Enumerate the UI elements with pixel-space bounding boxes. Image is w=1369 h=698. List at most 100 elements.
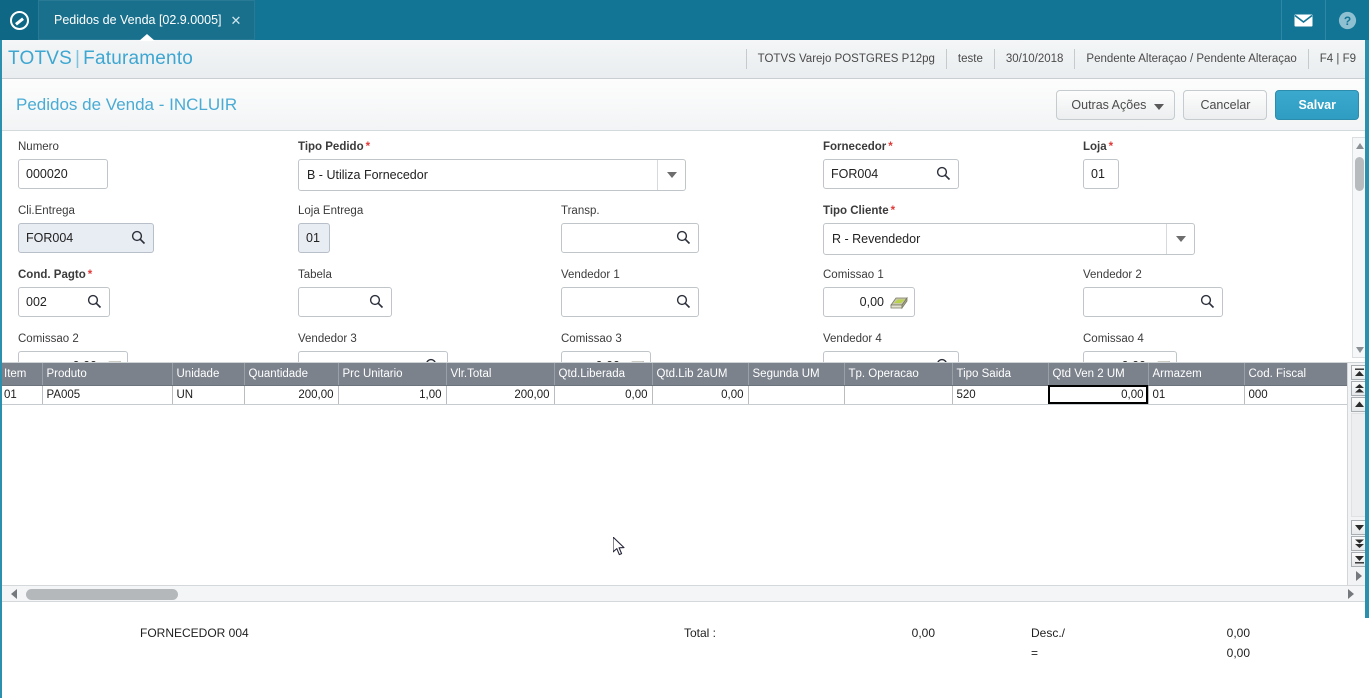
cell-produto[interactable]: PA005 <box>42 385 173 405</box>
calculator-icon[interactable] <box>890 296 908 313</box>
search-icon[interactable] <box>425 358 440 362</box>
cell-prc-unitario[interactable]: 1,00 <box>338 385 447 405</box>
search-icon[interactable] <box>676 230 691 248</box>
column-header-item[interactable]: Item <box>0 363 43 386</box>
column-header-quantidade[interactable]: Quantidade <box>244 363 339 386</box>
field-value: FOR004 <box>26 231 74 245</box>
close-icon[interactable]: ✕ <box>230 12 242 28</box>
column-header-qtd-liberada[interactable]: Qtd.Liberada <box>554 363 653 386</box>
tab-pedidos-de-venda[interactable]: Pedidos de Venda [02.9.0005] ✕ <box>38 0 256 41</box>
grid-last-row-button[interactable] <box>1351 552 1367 567</box>
cell-tp-operacao[interactable] <box>844 385 953 405</box>
column-header-qtd-ven-2-um[interactable]: Qtd Ven 2 UM <box>1048 363 1149 386</box>
cell-qtd-lib-2aum[interactable]: 0,00 <box>652 385 749 405</box>
field-value: R - Revendedor <box>832 232 921 246</box>
cond-pagto-input[interactable]: 002 <box>18 287 110 317</box>
vendedor-1-input[interactable] <box>561 287 699 317</box>
column-header-vlr-total[interactable]: Vlr.Total <box>446 363 555 386</box>
field-value: 01 <box>1091 167 1105 181</box>
window-tab-bar: Pedidos de Venda [02.9.0005] ✕ ? <box>0 0 1369 41</box>
table-row[interactable]: 01 PA005 UN 200,00 1,00 200,00 0,00 0,00… <box>0 385 1347 405</box>
scroll-thumb[interactable] <box>1355 157 1364 191</box>
tabela-input[interactable] <box>298 287 392 317</box>
column-header-prc-unitario[interactable]: Prc Unitario <box>338 363 447 386</box>
comissao-4-input[interactable]: 0,00 <box>1083 351 1177 362</box>
field-label: Vendedor 1 <box>561 269 620 281</box>
grid-navigation-scrollbar[interactable] <box>1347 363 1369 585</box>
numero-input[interactable]: 000020 <box>18 159 108 189</box>
comissao-2-input[interactable]: 0,00 <box>18 351 128 362</box>
required-marker: * <box>888 141 893 153</box>
vendedor-4-input[interactable] <box>823 351 959 362</box>
cell-unidade[interactable]: UN <box>172 385 245 405</box>
field-label: Vendedor 4 <box>823 333 882 345</box>
cell-vlr-total[interactable]: 200,00 <box>446 385 555 405</box>
search-icon[interactable] <box>1200 294 1215 312</box>
comissao-1-input[interactable]: 0,00 <box>823 287 915 317</box>
search-icon[interactable] <box>676 294 691 312</box>
cell-quantidade[interactable]: 200,00 <box>244 385 339 405</box>
scroll-up-button[interactable] <box>1353 138 1366 153</box>
vendedor-2-input[interactable] <box>1083 287 1223 317</box>
column-header-qtd-lib-2aum[interactable]: Qtd.Lib 2aUM <box>652 363 749 386</box>
fornecedor-input[interactable]: FOR004 <box>823 159 959 189</box>
cell-qtd-ven-2-um[interactable]: 0,00 <box>1048 385 1149 405</box>
grid-expand-button[interactable] <box>1351 569 1367 583</box>
column-header-tipo-saida[interactable]: Tipo Saida <box>952 363 1049 386</box>
column-header-cod-fiscal[interactable]: Cod. Fiscal <box>1244 363 1347 386</box>
meta-environment: TOTVS Varejo POSTGRES P12pg <box>745 49 946 69</box>
app-logo[interactable] <box>0 0 38 40</box>
grid-header-row: Item Produto Unidade Quantidade Prc Unit… <box>0 363 1347 386</box>
scroll-down-button[interactable] <box>1353 342 1366 357</box>
hscroll-thumb[interactable] <box>26 589 178 600</box>
chevron-down-icon[interactable] <box>1166 224 1194 254</box>
field-value: B - Utiliza Fornecedor <box>307 168 428 182</box>
right-edge-accent <box>1365 40 1369 618</box>
grid-horizontal-scrollbar[interactable] <box>0 585 1369 602</box>
desc-value: 0,00 <box>1226 626 1250 640</box>
field-cli-entrega: Cli.Entrega FOR004 <box>18 205 154 253</box>
mail-icon[interactable] <box>1281 0 1325 40</box>
vendedor-3-input[interactable] <box>298 351 448 362</box>
column-header-unidade[interactable]: Unidade <box>172 363 245 386</box>
cell-tipo-saida[interactable]: 520 <box>952 385 1049 405</box>
field-label: Vendedor 2 <box>1083 269 1142 281</box>
field-comissao-3: Comissao 3 0,00 <box>561 333 651 362</box>
loja-entrega-input[interactable]: 01 <box>298 223 330 253</box>
cell-armazem[interactable]: 01 <box>1148 385 1245 405</box>
cell-qtd-liberada[interactable]: 0,00 <box>554 385 653 405</box>
cell-item[interactable]: 01 <box>0 385 43 405</box>
help-icon[interactable]: ? <box>1325 0 1369 40</box>
form-row-4: Comissao 2 0,00 Vendedor 3 <box>18 333 1369 362</box>
chevron-down-icon[interactable] <box>657 160 685 190</box>
tipo-cliente-select[interactable]: R - Revendedor <box>823 223 1195 255</box>
column-header-armazem[interactable]: Armazem <box>1148 363 1245 386</box>
search-icon[interactable] <box>936 166 951 184</box>
grid-row-down-button[interactable] <box>1351 520 1367 535</box>
other-actions-button[interactable]: Outras Ações <box>1056 89 1176 120</box>
search-icon[interactable] <box>87 294 102 312</box>
search-icon[interactable] <box>369 294 384 312</box>
transp-input[interactable] <box>561 223 699 253</box>
cli-entrega-input[interactable]: FOR004 <box>18 223 154 253</box>
cell-segunda-um[interactable] <box>748 385 845 405</box>
hscroll-right-button[interactable] <box>1343 586 1359 601</box>
field-tipo-cliente: Tipo Cliente * R - Revendedor <box>823 205 1195 255</box>
cancel-button[interactable]: Cancelar <box>1183 89 1268 120</box>
field-value: 002 <box>26 295 47 309</box>
total-value: 0,00 <box>911 626 935 640</box>
tipo-pedido-select[interactable]: B - Utiliza Fornecedor <box>298 159 686 191</box>
search-icon[interactable] <box>131 230 146 248</box>
comissao-3-input[interactable]: 0,00 <box>561 351 651 362</box>
search-icon[interactable] <box>936 358 951 362</box>
save-button[interactable]: Salvar <box>1275 89 1359 120</box>
column-header-tp-operacao[interactable]: Tp. Operacao <box>844 363 953 386</box>
grid-scroll-track[interactable] <box>1351 413 1366 517</box>
column-header-segunda-um[interactable]: Segunda UM <box>748 363 845 386</box>
field-label: Cli.Entrega <box>18 205 75 217</box>
loja-input[interactable]: 01 <box>1083 159 1119 189</box>
field-value: 0,00 <box>1122 359 1146 362</box>
column-header-produto[interactable]: Produto <box>42 363 173 386</box>
cell-cod-fiscal[interactable]: 000 <box>1244 385 1347 405</box>
hscroll-left-button[interactable] <box>6 586 22 601</box>
